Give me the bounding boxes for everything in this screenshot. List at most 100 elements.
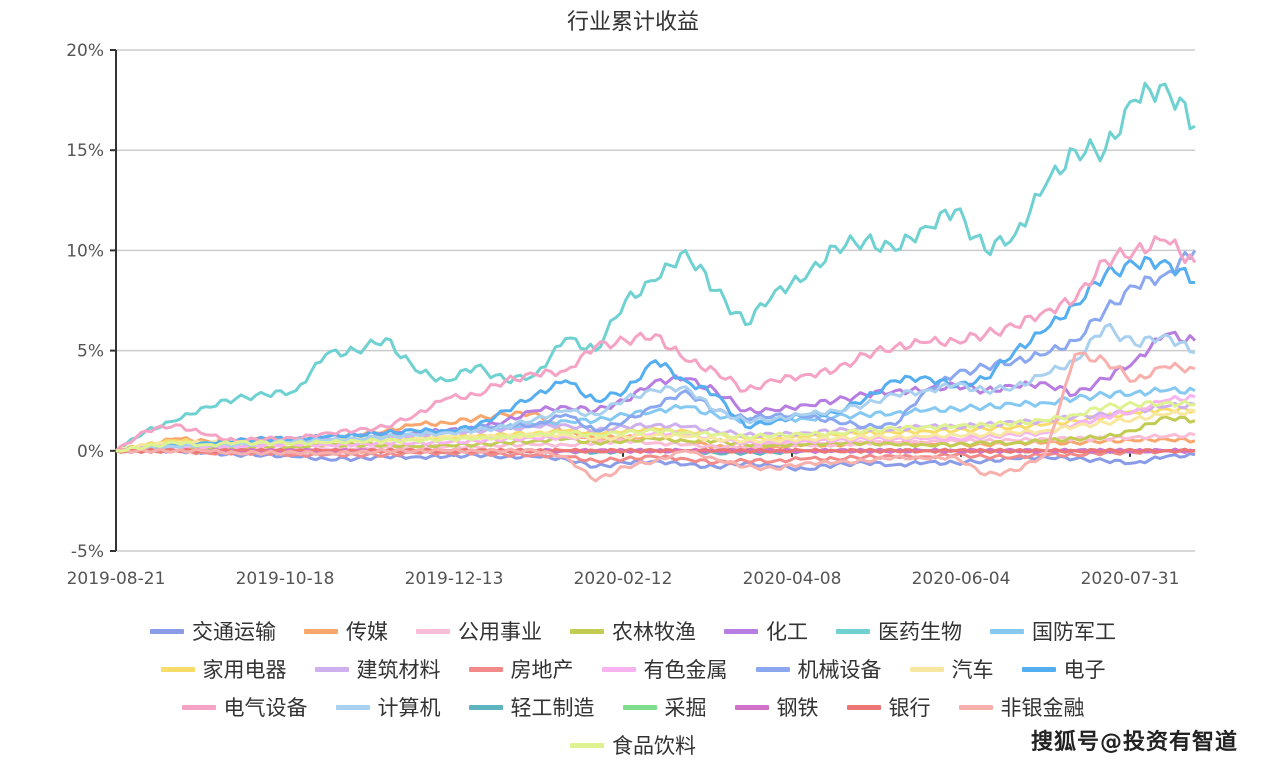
legend-label: 采掘 bbox=[664, 696, 707, 720]
x-tick-label: 2020-07-31 bbox=[1081, 569, 1180, 589]
legend-label: 电气设备 bbox=[223, 696, 308, 720]
legend-label: 传媒 bbox=[346, 620, 388, 644]
legend-item[interactable]: 非银金融 bbox=[958, 692, 1085, 722]
legend-item[interactable]: 钢铁 bbox=[734, 692, 819, 722]
legend-label: 钢铁 bbox=[776, 696, 819, 720]
legend-label: 化工 bbox=[766, 620, 808, 644]
legend-swatch-icon bbox=[836, 628, 870, 634]
legend-label: 公用事业 bbox=[458, 620, 542, 644]
legend-label: 银行 bbox=[888, 696, 931, 720]
legend-item[interactable]: 传媒 bbox=[304, 616, 388, 646]
legend-swatch-icon bbox=[335, 704, 370, 710]
x-tick-label: 2020-04-08 bbox=[743, 569, 842, 589]
legend-swatch-icon bbox=[314, 666, 349, 672]
line-chart: -5%0%5%10%15%20% 2019-08-21 2019-10-18 201… bbox=[66, 41, 1197, 589]
legend-label: 医药生物 bbox=[878, 620, 962, 644]
legend-label: 农林牧渔 bbox=[612, 620, 696, 644]
series-line-20 bbox=[115, 351, 1196, 483]
legend-label: 有色金属 bbox=[643, 658, 728, 682]
legend-swatch-icon bbox=[909, 666, 944, 672]
legend-item[interactable]: 房地产 bbox=[468, 654, 574, 684]
series-line-9 bbox=[115, 447, 1196, 466]
x-tick-label: 2019-10-18 bbox=[236, 569, 335, 589]
legend-swatch-icon bbox=[1021, 666, 1056, 672]
legend-swatch-icon bbox=[724, 628, 758, 634]
legend-label: 机械设备 bbox=[797, 658, 882, 682]
legend-item[interactable]: 电气设备 bbox=[181, 692, 308, 722]
legend-item[interactable]: 汽车 bbox=[909, 654, 994, 684]
x-axis: 2019-08-21 2019-10-18 2019-12-13 2020-02-12… bbox=[67, 450, 1180, 589]
legend-row: 电气设备 计算机 轻工制造 采掘 钢铁 银行 非银金融 bbox=[0, 688, 1266, 726]
series-line-14 bbox=[114, 235, 1197, 452]
x-tick-label: 2019-08-21 bbox=[67, 569, 166, 589]
series-line-21 bbox=[115, 399, 1196, 453]
legend-row: 交通运输 传媒 公用事业 农林牧渔 化工 医药生物 国防军工 bbox=[0, 612, 1266, 650]
legend-swatch-icon bbox=[468, 666, 503, 672]
y-tick-label: -5% bbox=[71, 542, 104, 562]
legend-label: 电子 bbox=[1063, 658, 1106, 682]
legend-item[interactable]: 银行 bbox=[846, 692, 931, 722]
legend-item[interactable]: 医药生物 bbox=[836, 616, 962, 646]
legend-item[interactable]: 建筑材料 bbox=[314, 654, 441, 684]
x-tick-label: 2019-12-13 bbox=[405, 569, 504, 589]
legend-swatch-icon bbox=[416, 628, 450, 634]
chart-title: 行业累计收益 bbox=[566, 10, 699, 35]
legend-swatch-icon bbox=[734, 704, 769, 710]
legend-label: 国防军工 bbox=[1032, 620, 1116, 644]
legend-item[interactable]: 采掘 bbox=[622, 692, 707, 722]
legend-swatch-icon bbox=[755, 666, 790, 672]
series-line-19 bbox=[115, 447, 1196, 454]
series-line-10 bbox=[115, 394, 1196, 453]
watermark: 搜狐号@投资有智道 bbox=[1030, 730, 1238, 755]
legend-label: 轻工制造 bbox=[510, 696, 595, 720]
legend-swatch-icon bbox=[160, 666, 195, 672]
legend: 交通运输 传媒 公用事业 农林牧渔 化工 医药生物 国防军工家用电器 建筑材料 房地产 有色金属 机… bbox=[0, 612, 1266, 764]
legend-item[interactable]: 机械设备 bbox=[755, 654, 882, 684]
legend-swatch-icon bbox=[570, 628, 604, 634]
series-line-3 bbox=[115, 415, 1196, 454]
legend-item[interactable]: 计算机 bbox=[335, 692, 441, 722]
x-tick-label: 2020-06-04 bbox=[912, 569, 1011, 589]
legend-label: 汽车 bbox=[951, 658, 994, 682]
legend-item[interactable]: 公用事业 bbox=[416, 616, 542, 646]
legend-item[interactable]: 轻工制造 bbox=[468, 692, 595, 722]
y-tick-label: 0% bbox=[77, 442, 104, 462]
legend-label: 建筑材料 bbox=[356, 658, 441, 682]
legend-row: 食品饮料 bbox=[0, 726, 1266, 764]
legend-swatch-icon bbox=[468, 704, 503, 710]
series-line-5 bbox=[115, 81, 1196, 453]
legend-swatch-icon bbox=[150, 628, 184, 634]
legend-swatch-icon bbox=[846, 704, 881, 710]
legend-label: 食品饮料 bbox=[612, 734, 696, 758]
legend-label: 房地产 bbox=[510, 658, 574, 682]
legend-item[interactable]: 食品饮料 bbox=[570, 730, 696, 760]
legend-swatch-icon bbox=[958, 704, 993, 710]
y-tick-label: 5% bbox=[77, 342, 104, 362]
legend-item[interactable]: 国防军工 bbox=[990, 616, 1116, 646]
legend-swatch-icon bbox=[570, 742, 604, 748]
legend-label: 交通运输 bbox=[192, 620, 276, 644]
legend-swatch-icon bbox=[181, 704, 216, 710]
legend-item[interactable]: 电子 bbox=[1021, 654, 1106, 684]
legend-item[interactable]: 家用电器 bbox=[160, 654, 287, 684]
series-lines bbox=[114, 81, 1197, 483]
y-tick-label: 15% bbox=[66, 141, 104, 161]
legend-label: 非银金融 bbox=[1000, 696, 1085, 720]
legend-swatch-icon bbox=[990, 628, 1024, 634]
x-tick-label: 2020-02-12 bbox=[574, 569, 673, 589]
y-tick-label: 10% bbox=[66, 241, 104, 261]
legend-item[interactable]: 有色金属 bbox=[601, 654, 728, 684]
legend-item[interactable]: 交通运输 bbox=[150, 616, 276, 646]
legend-swatch-icon bbox=[622, 704, 657, 710]
series-line-2 bbox=[115, 431, 1196, 453]
series-line-15 bbox=[115, 322, 1196, 454]
legend-row: 家用电器 建筑材料 房地产 有色金属 机械设备 汽车 电子 bbox=[0, 650, 1266, 688]
legend-label: 家用电器 bbox=[202, 658, 287, 682]
legend-item[interactable]: 化工 bbox=[724, 616, 808, 646]
legend-swatch-icon bbox=[601, 666, 636, 672]
legend-swatch-icon bbox=[304, 628, 338, 634]
y-axis: -5% 0% 5% 10% 15% 20% bbox=[66, 41, 117, 562]
legend-item[interactable]: 农林牧渔 bbox=[570, 616, 696, 646]
y-tick-label: 20% bbox=[66, 41, 104, 61]
legend-label: 计算机 bbox=[377, 696, 441, 720]
